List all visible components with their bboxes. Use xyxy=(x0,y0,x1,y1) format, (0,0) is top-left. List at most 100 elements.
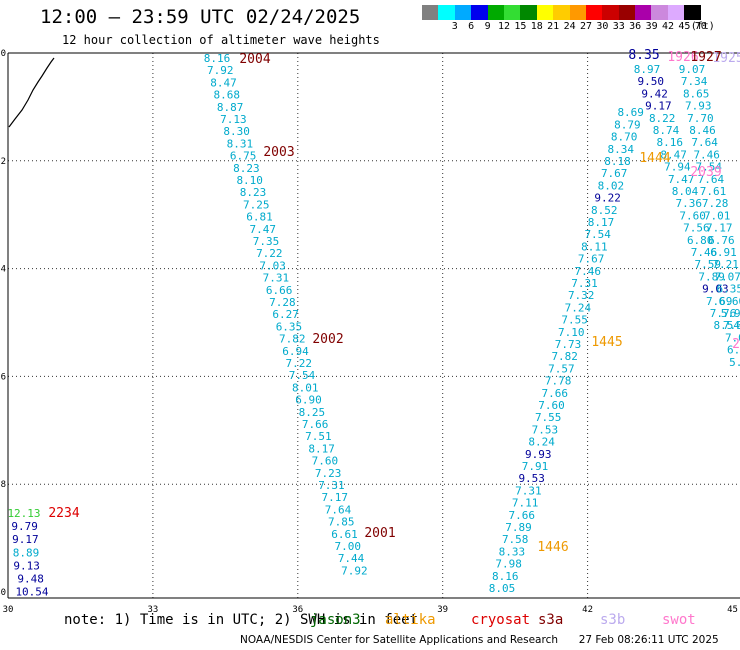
wave-height-value: 8.47 xyxy=(210,76,237,89)
wave-height-value: 7.17 xyxy=(706,222,733,235)
wave-height-value: 8.24 xyxy=(528,436,555,449)
wave-height-value: 8.23 xyxy=(233,162,260,175)
wave-height-value: 6.66 xyxy=(266,284,293,297)
satellite-name: s3b xyxy=(600,612,626,628)
legend-tick-label: 15 xyxy=(514,21,527,32)
wave-height-value: 7.23 xyxy=(315,467,342,480)
wave-height-value: 7.70 xyxy=(687,112,714,125)
wave-height-value: 7.59 xyxy=(695,258,722,271)
legend-swatch xyxy=(602,5,619,20)
wave-height-value: 7.94 xyxy=(664,161,691,174)
legend-swatch xyxy=(520,5,537,20)
wave-height-value: 8.69 xyxy=(617,106,644,119)
wave-height-value: 6.94 xyxy=(282,345,309,358)
wave-height-value: 6.35 xyxy=(717,283,740,296)
legend-swatch xyxy=(422,5,439,20)
wave-height-value: 7.00 xyxy=(335,540,362,553)
wave-height-value: 7.67 xyxy=(601,167,628,180)
wave-height-value: 7.85 xyxy=(328,516,355,529)
wave-height-value: 7.55 xyxy=(535,411,562,424)
wave-height-value: 7.64 xyxy=(698,173,725,186)
wave-height-value: 6.76 xyxy=(708,234,735,247)
wave-height-value: 6.75 xyxy=(230,150,257,163)
wave-height-value: 7.93 xyxy=(685,100,712,113)
legend-swatch xyxy=(471,5,488,20)
wave-height-value: 8.16 xyxy=(204,52,231,65)
track-label: 1444 xyxy=(639,151,670,166)
legend-tick-label: 9 xyxy=(484,21,491,32)
legend-swatch xyxy=(487,5,504,20)
satellite-name: swot xyxy=(662,612,696,628)
wave-height-value: 8.65 xyxy=(683,87,710,100)
wave-height-value: 6.91 xyxy=(710,246,737,259)
wave-height-value: 7.01 xyxy=(704,209,731,222)
wave-height-value: 7.55 xyxy=(561,314,588,327)
wave-height-value: 8.22 xyxy=(649,112,676,125)
track-label: 1925 xyxy=(712,51,740,66)
satellite-name: cryosat xyxy=(471,612,531,628)
wave-height-value: 7.82 xyxy=(279,333,306,346)
satellite-name: jason3 xyxy=(310,612,361,628)
wave-height-value: 7.47 xyxy=(250,223,277,236)
wave-height-value: 7.22 xyxy=(256,247,283,260)
wave-height-value: 7.60 xyxy=(312,455,339,468)
wave-height-value: 7.54 xyxy=(584,228,611,241)
legend-swatch xyxy=(618,5,636,20)
wave-height-value: 8.02 xyxy=(598,179,625,192)
satellite-name: s3a xyxy=(538,612,564,628)
satellite-name: altika xyxy=(385,612,436,628)
wave-height-value: 9.03 xyxy=(702,283,729,296)
wave-height-value: 7.57 xyxy=(548,362,575,375)
wave-height-value: 7.47 xyxy=(668,173,695,186)
credit-text: NOAA/NESDIS Center for Satellite Applica… xyxy=(240,634,558,646)
wave-height-value: 7.91 xyxy=(522,460,549,473)
wave-height-value: 7.31 xyxy=(571,277,598,290)
legend-swatch xyxy=(553,5,570,20)
wave-height-value: 12.13 xyxy=(7,507,40,520)
track-label: 1445 xyxy=(591,335,622,350)
page-title: 12:00 — 23:59 UTC 02/24/2025 xyxy=(40,6,361,28)
latitude-label: -38 xyxy=(0,480,6,490)
wave-height-value: 9.79 xyxy=(11,520,38,533)
legend-tick-label: 3 xyxy=(451,21,458,32)
track-label: 2002 xyxy=(312,332,343,347)
latitude-label: -34 xyxy=(0,265,6,275)
wave-height-value: 7.67 xyxy=(578,253,605,266)
wave-height-value: 5.86 xyxy=(729,356,740,369)
wave-height-value: 8.47 xyxy=(660,148,687,161)
wave-height-value: 7.13 xyxy=(220,113,247,126)
page-subtitle: 12 hour collection of altimeter wave hei… xyxy=(62,33,380,47)
longitude-label: 42 xyxy=(582,605,593,615)
wave-height-value: 8.17 xyxy=(588,216,615,229)
wave-height-value: 7.28 xyxy=(702,197,729,210)
wave-height-value: 8.46 xyxy=(689,124,716,137)
wave-height-value: 7.31 xyxy=(263,272,290,285)
wave-height-value: 9.42 xyxy=(641,87,668,100)
wave-height-value: 6.39 xyxy=(727,344,740,357)
wave-height-value: 8.97 xyxy=(634,63,661,76)
wave-height-value: 8.79 xyxy=(614,118,641,131)
wave-height-value: 7.66 xyxy=(302,418,329,431)
wave-height-value: 7.60 xyxy=(679,209,706,222)
wave-height-value: 7.76 xyxy=(710,307,737,320)
legend-swatch xyxy=(651,5,668,20)
wave-height-value: 5.96 xyxy=(721,307,740,320)
latitude-label: -32 xyxy=(0,157,6,167)
wave-height-value: 7.66 xyxy=(542,387,569,400)
legend-swatch xyxy=(454,5,472,20)
wave-height-value: 7.44 xyxy=(338,552,365,565)
legend-swatch xyxy=(585,5,603,20)
color-legend xyxy=(422,5,701,20)
wave-height-value: 7.46 xyxy=(693,148,720,161)
wave-height-value: 7.61 xyxy=(700,185,727,198)
wave-height-value: 7.22 xyxy=(286,357,313,370)
wave-height-value: 7.34 xyxy=(681,75,708,88)
wave-height-value: 9.13 xyxy=(13,559,40,572)
wave-height-value: 7.58 xyxy=(502,533,529,546)
wave-height-value: 7.53 xyxy=(532,423,559,436)
track-label: 1446 xyxy=(537,540,568,555)
wave-height-value: 6.81 xyxy=(246,211,273,224)
track-label: 8.35 xyxy=(628,48,659,63)
legend-tick-label: 70 xyxy=(694,21,707,32)
wave-height-value: 7.64 xyxy=(325,503,352,516)
